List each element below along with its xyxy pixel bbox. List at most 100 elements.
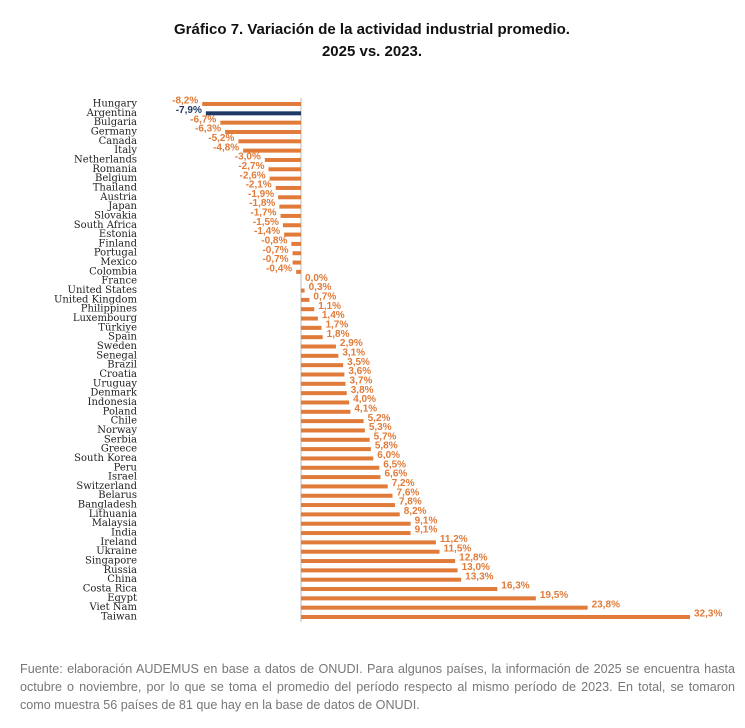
- value-label: -6,7%: [190, 114, 216, 125]
- y-tick-label: Switzerland: [76, 481, 137, 492]
- y-tick-label: Belgium: [95, 173, 138, 184]
- value-label: 11,5%: [443, 543, 471, 554]
- value-label: 0,0%: [305, 273, 328, 284]
- value-label: 3,6%: [348, 366, 371, 377]
- value-label: 13,0%: [462, 562, 490, 573]
- bar: [264, 157, 301, 162]
- bar: [275, 185, 301, 190]
- bar: [296, 269, 301, 274]
- y-tick-label: Indonesia: [88, 397, 138, 408]
- y-tick-label: Finland: [98, 238, 137, 249]
- y-tick-label: Israel: [108, 472, 137, 483]
- y-tick-label: Romania: [92, 164, 137, 175]
- value-label: 0,3%: [309, 282, 332, 293]
- bar: [301, 456, 374, 461]
- value-label: -2,1%: [246, 180, 272, 191]
- y-tick-label: Türkiye: [98, 322, 137, 333]
- y-tick-label: United States: [68, 285, 137, 296]
- bar: [301, 335, 323, 340]
- value-label: -1,5%: [253, 217, 279, 228]
- y-tick-label: Ukraine: [96, 546, 137, 557]
- value-label: 1,8%: [327, 329, 350, 340]
- bar: [301, 465, 380, 470]
- y-tick-label: Slovakia: [94, 210, 137, 221]
- bar: [301, 344, 336, 349]
- bar: [279, 204, 301, 209]
- y-tick-label: Luxembourg: [73, 313, 138, 324]
- value-label: 23,8%: [592, 599, 620, 610]
- bar: [292, 260, 301, 265]
- y-tick-label: Serbia: [104, 434, 137, 445]
- value-label: 32,3%: [694, 609, 722, 620]
- value-label: 3,5%: [347, 357, 370, 368]
- bar: [301, 493, 393, 498]
- value-label: -0,7%: [262, 254, 288, 265]
- bar: [301, 549, 440, 554]
- y-tick-label: Estonia: [99, 229, 137, 240]
- bar: [282, 223, 301, 228]
- bar: [301, 409, 351, 414]
- y-tick-label: South Korea: [74, 453, 137, 464]
- value-label: -3,0%: [235, 152, 261, 163]
- y-tick-label: Ireland: [100, 537, 137, 548]
- bar: [301, 615, 690, 619]
- bar: [301, 307, 315, 312]
- y-tick-label: Japan: [107, 201, 137, 212]
- value-label: 5,8%: [375, 441, 398, 452]
- bar: [301, 484, 388, 489]
- value-label: 9,1%: [415, 525, 438, 536]
- bar: [301, 288, 305, 293]
- y-tick-label: India: [111, 528, 137, 539]
- bar: [301, 419, 364, 424]
- y-tick-label: Denmark: [90, 388, 138, 399]
- chart-subtitle: 2025 vs. 2023.: [322, 43, 422, 60]
- bar: [301, 391, 347, 396]
- bar: [280, 213, 301, 218]
- y-tick-label: Russia: [104, 565, 137, 576]
- y-tick-label: Malaysia: [92, 518, 137, 529]
- value-label: 12,8%: [459, 553, 487, 564]
- chart: Gráfico 7. Variación de la actividad ind…: [54, 21, 722, 623]
- y-tick-label: Taiwan: [101, 612, 138, 623]
- bar: [301, 605, 588, 610]
- value-label: -2,7%: [238, 161, 264, 172]
- bar: [292, 251, 301, 256]
- bar: [269, 176, 301, 181]
- y-tick-label: Lithuania: [89, 509, 137, 520]
- value-label: -1,8%: [249, 198, 275, 209]
- value-label: 4,0%: [353, 394, 376, 405]
- value-label: -0,8%: [261, 236, 287, 247]
- source-note: Fuente: elaboración AUDEMUS en base a da…: [20, 662, 735, 712]
- y-tick-label: Hungary: [93, 99, 138, 110]
- bar: [284, 232, 301, 237]
- bar: [301, 437, 370, 442]
- y-tick-label: China: [107, 574, 137, 585]
- y-tick-label: Spain: [108, 332, 137, 343]
- value-label: 16,3%: [501, 581, 529, 592]
- y-tick-label: Argentina: [86, 108, 137, 119]
- bar: [268, 167, 301, 172]
- y-tick-label: Bangladesh: [78, 500, 138, 511]
- y-tick-label: Portugal: [94, 248, 137, 259]
- bar: [301, 447, 371, 452]
- bar: [301, 475, 381, 480]
- value-label: 9,1%: [415, 515, 438, 526]
- bar: [301, 540, 436, 545]
- y-tick-label: Viet Nam: [88, 602, 137, 613]
- y-tick-label: Greece: [101, 444, 137, 455]
- value-label: -1,7%: [250, 208, 276, 219]
- bar: [301, 587, 498, 592]
- bar: [301, 428, 365, 433]
- y-tick-label: Philippines: [81, 304, 137, 315]
- y-tick-label: Mexico: [100, 257, 137, 268]
- y-tick-label: Bulgaria: [94, 117, 137, 128]
- y-tick-label: Chile: [111, 416, 137, 427]
- value-label: 1,1%: [318, 301, 341, 312]
- bar: [301, 381, 346, 386]
- value-label: 3,1%: [342, 347, 365, 358]
- value-label: -5,2%: [208, 133, 234, 144]
- y-tick-label: Norway: [97, 425, 137, 436]
- bar: [301, 503, 395, 508]
- value-label: 3,7%: [350, 375, 373, 386]
- value-label: 7,2%: [392, 478, 415, 489]
